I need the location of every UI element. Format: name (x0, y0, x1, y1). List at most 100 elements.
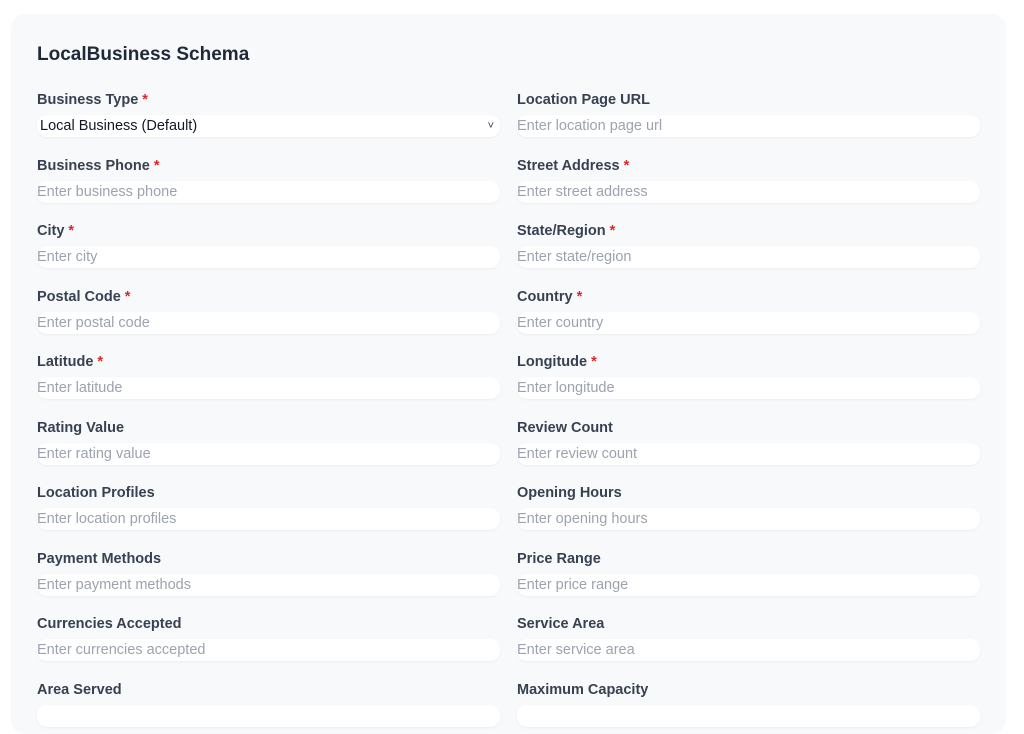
field-longitude: Longitude * Enter longitude (517, 353, 980, 399)
review-count-input[interactable]: Enter review count (517, 442, 980, 465)
field-rating-value: Rating Value Enter rating value (37, 419, 500, 465)
label-text: Service Area (517, 616, 605, 632)
service-area-label: Service Area (517, 615, 980, 633)
price-range-placeholder: Enter price range (517, 576, 629, 593)
label-text: Rating Value (37, 419, 125, 436)
required-asterisk: * (124, 288, 131, 305)
currencies-accepted-placeholder: Enter currencies accepted (37, 642, 206, 658)
review-count-placeholder: Enter review count (517, 445, 638, 462)
state-region-input[interactable]: Enter state/region (517, 246, 980, 268)
label-text: Location Profiles (37, 485, 155, 501)
location-page-url-placeholder: Enter location page url (517, 118, 663, 134)
location-page-url-input[interactable]: Enter location page url (517, 115, 980, 137)
review-count-label: Review Count (517, 419, 980, 437)
maximum-capacity-label: Maximum Capacity (517, 681, 980, 699)
required-asterisk: * (68, 223, 75, 239)
opening-hours-label: Opening Hours (517, 484, 980, 502)
fields-grid: Business Type * Local Business (Default) ˅ L… (37, 91, 980, 727)
business-phone-input[interactable]: Enter business phone (37, 180, 500, 203)
street-address-input[interactable]: Enter street address (517, 180, 980, 203)
business-type-label: Business Type * (37, 91, 500, 109)
field-location-profiles: Location Profiles Enter location profiles (37, 484, 500, 530)
required-asterisk: * (609, 223, 616, 239)
field-opening-hours: Opening Hours Enter opening hours (517, 484, 980, 530)
opening-hours-placeholder: Enter opening hours (517, 511, 648, 527)
label-text: Postal Code (37, 288, 121, 305)
chevron-down-icon: ˅ (487, 120, 494, 132)
rating-value-input[interactable]: Enter rating value (37, 442, 500, 465)
city-placeholder: Enter city (37, 249, 98, 265)
latitude-input[interactable]: Enter latitude (37, 377, 500, 399)
field-service-area: Service Area Enter service area (517, 615, 980, 661)
label-text: Longitude (517, 354, 588, 370)
country-placeholder: Enter country (517, 314, 604, 331)
label-text: Location Page URL (517, 92, 650, 108)
rating-value-placeholder: Enter rating value (37, 445, 151, 462)
postal-code-placeholder: Enter postal code (37, 314, 150, 331)
label-text: Business Phone (37, 157, 150, 174)
longitude-placeholder: Enter longitude (517, 380, 615, 396)
label-text: Price Range (517, 550, 601, 567)
business-phone-label: Business Phone * (37, 157, 500, 175)
country-input[interactable]: Enter country (517, 311, 980, 334)
business-phone-placeholder: Enter business phone (37, 183, 178, 200)
field-latitude: Latitude * Enter latitude (37, 353, 500, 399)
area-served-input[interactable] (37, 704, 500, 727)
localbusiness-schema-card: LocalBusiness Schema Business Type * Local… (11, 14, 1006, 734)
service-area-placeholder: Enter service area (517, 642, 635, 658)
city-input[interactable]: Enter city (37, 246, 500, 268)
field-street-address: Street Address * Enter street address (517, 157, 980, 203)
currencies-accepted-input[interactable]: Enter currencies accepted (37, 639, 500, 661)
location-profiles-placeholder: Enter location profiles (37, 511, 177, 527)
country-label: Country * (517, 288, 980, 306)
price-range-label: Price Range (517, 550, 980, 568)
city-label: City * (37, 222, 500, 240)
postal-code-input[interactable]: Enter postal code (37, 311, 500, 334)
postal-code-label: Postal Code * (37, 288, 500, 306)
label-text: Business Type (37, 92, 139, 108)
longitude-input[interactable]: Enter longitude (517, 377, 980, 399)
business-type-select[interactable]: Local Business (Default) ˅ (37, 115, 500, 137)
field-business-phone: Business Phone * Enter business phone (37, 157, 500, 203)
rating-value-label: Rating Value (37, 419, 500, 437)
state-region-placeholder: Enter state/region (517, 249, 632, 265)
field-business-type: Business Type * Local Business (Default) ˅ (37, 91, 500, 137)
payment-methods-label: Payment Methods (37, 550, 500, 568)
currencies-accepted-label: Currencies Accepted (37, 615, 500, 633)
field-payment-methods: Payment Methods Enter payment methods (37, 550, 500, 596)
state-region-label: State/Region * (517, 222, 980, 240)
required-asterisk: * (142, 92, 148, 108)
label-text: Country (517, 288, 573, 305)
required-asterisk: * (591, 354, 597, 370)
field-maximum-capacity: Maximum Capacity (517, 681, 980, 727)
area-served-label: Area Served (37, 681, 500, 699)
label-text: Currencies Accepted (37, 616, 182, 632)
label-text: Latitude (37, 354, 94, 370)
required-asterisk: * (97, 354, 104, 370)
field-city: City * Enter city (37, 222, 500, 268)
street-address-label: Street Address * (517, 157, 980, 175)
location-profiles-input[interactable]: Enter location profiles (37, 508, 500, 530)
longitude-label: Longitude * (517, 353, 980, 371)
label-text: Payment Methods (37, 550, 162, 567)
field-currencies-accepted: Currencies Accepted Enter currencies acce… (37, 615, 500, 661)
section-title: LocalBusiness Schema (37, 44, 250, 65)
label-text: Street Address (517, 157, 620, 174)
payment-methods-input[interactable]: Enter payment methods (37, 573, 500, 596)
label-text: Maximum Capacity (517, 681, 649, 698)
field-country: Country * Enter country (517, 288, 980, 334)
price-range-input[interactable]: Enter price range (517, 573, 980, 596)
label-text: Review Count (517, 419, 613, 436)
maximum-capacity-input[interactable] (517, 704, 980, 727)
field-review-count: Review Count Enter review count (517, 419, 980, 465)
latitude-label: Latitude * (37, 353, 500, 371)
opening-hours-input[interactable]: Enter opening hours (517, 508, 980, 530)
field-area-served: Area Served (37, 681, 500, 727)
location-profiles-label: Location Profiles (37, 484, 500, 502)
label-text: Opening Hours (517, 485, 622, 501)
street-address-placeholder: Enter street address (517, 183, 648, 200)
required-asterisk: * (623, 157, 630, 174)
required-asterisk: * (153, 157, 160, 174)
service-area-input[interactable]: Enter service area (517, 639, 980, 661)
label-text: Area Served (37, 681, 122, 698)
